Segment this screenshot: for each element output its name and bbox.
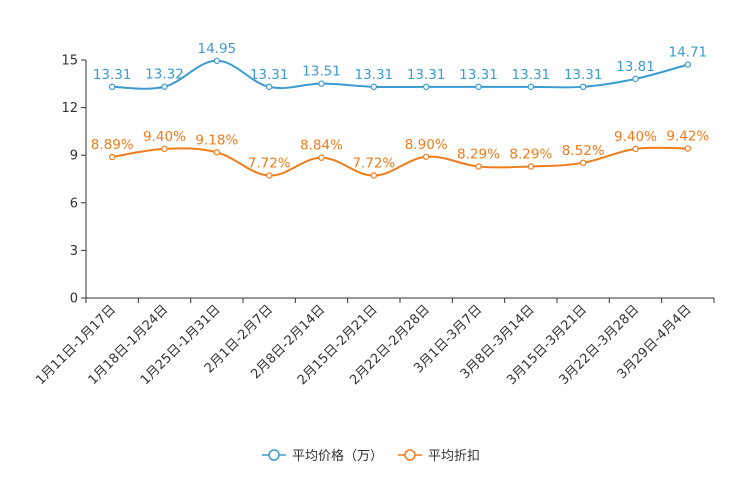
data-label: 13.32 [145,67,184,83]
y-tick-label: 0 [70,292,78,307]
data-point [370,172,378,179]
data-label: 13.51 [302,64,341,80]
data-label: 8.29% [509,146,552,162]
data-label: 7.72% [248,156,291,172]
data-point [684,61,692,68]
data-point [579,159,587,167]
data-point [475,83,482,91]
data-point [161,145,168,153]
data-label: 8.52% [562,143,605,159]
legend-item-2[interactable]: 平均折扣 [398,449,480,464]
data-label: 9.18% [195,132,238,148]
data-point [318,80,325,87]
data-label: 13.31 [459,67,498,83]
data-label: 13.31 [355,67,394,83]
data-label: 8.89% [91,137,134,153]
legend-label: 平均折扣 [428,449,480,464]
data-point [632,145,639,153]
legend-item-1[interactable]: 平均价格（万） [262,448,383,464]
data-label: 13.31 [93,67,132,83]
data-point [108,83,116,91]
data-point [161,83,168,90]
data-label: 13.81 [616,59,655,75]
y-tick-label: 3 [70,244,78,259]
legend-label: 平均价格（万） [292,448,383,464]
data-labels: 13.31 13.32 14.95 13.31 13.51 13.31 13.31 13.31… [91,41,710,172]
data-label: 13.31 [564,67,603,83]
data-point [527,163,535,170]
data-point [213,149,221,156]
data-point [422,83,430,91]
data-point [108,153,116,161]
data-point [579,83,587,91]
series-line-2 [112,146,688,177]
data-label: 9.40% [143,129,186,145]
y-tick-label: 6 [70,196,78,211]
legend[interactable]: 平均价格（万） 平均折扣 [262,448,480,464]
y-tick-label: 15 [61,54,78,69]
data-point [527,83,535,91]
data-point [265,172,273,179]
data-label: 7.72% [352,156,395,172]
data-point [684,145,692,152]
data-point [318,154,325,161]
data-label: 9.40% [614,129,657,145]
data-label: 13.31 [250,67,289,83]
y-tick-label: 12 [61,101,78,116]
axes: 036912151月11日-1月17日1月18日-1月24日1月25日-1月31… [33,54,715,388]
data-label: 13.31 [407,67,446,83]
data-point [422,153,430,160]
data-label: 9.42% [666,129,709,145]
data-point [370,83,378,91]
data-point [265,83,273,91]
data-label: 14.71 [669,45,708,61]
legend-marker [268,449,280,461]
data-point [632,75,639,83]
data-label: 14.95 [198,41,237,57]
data-label: 8.29% [457,146,500,162]
data-label: 8.84% [300,138,343,154]
y-tick-label: 9 [70,149,78,164]
data-label: 13.31 [512,67,551,83]
data-label: 8.90% [405,137,448,153]
data-point [475,163,482,170]
series-lines [108,57,692,179]
legend-marker [404,449,416,461]
data-point [213,57,221,64]
